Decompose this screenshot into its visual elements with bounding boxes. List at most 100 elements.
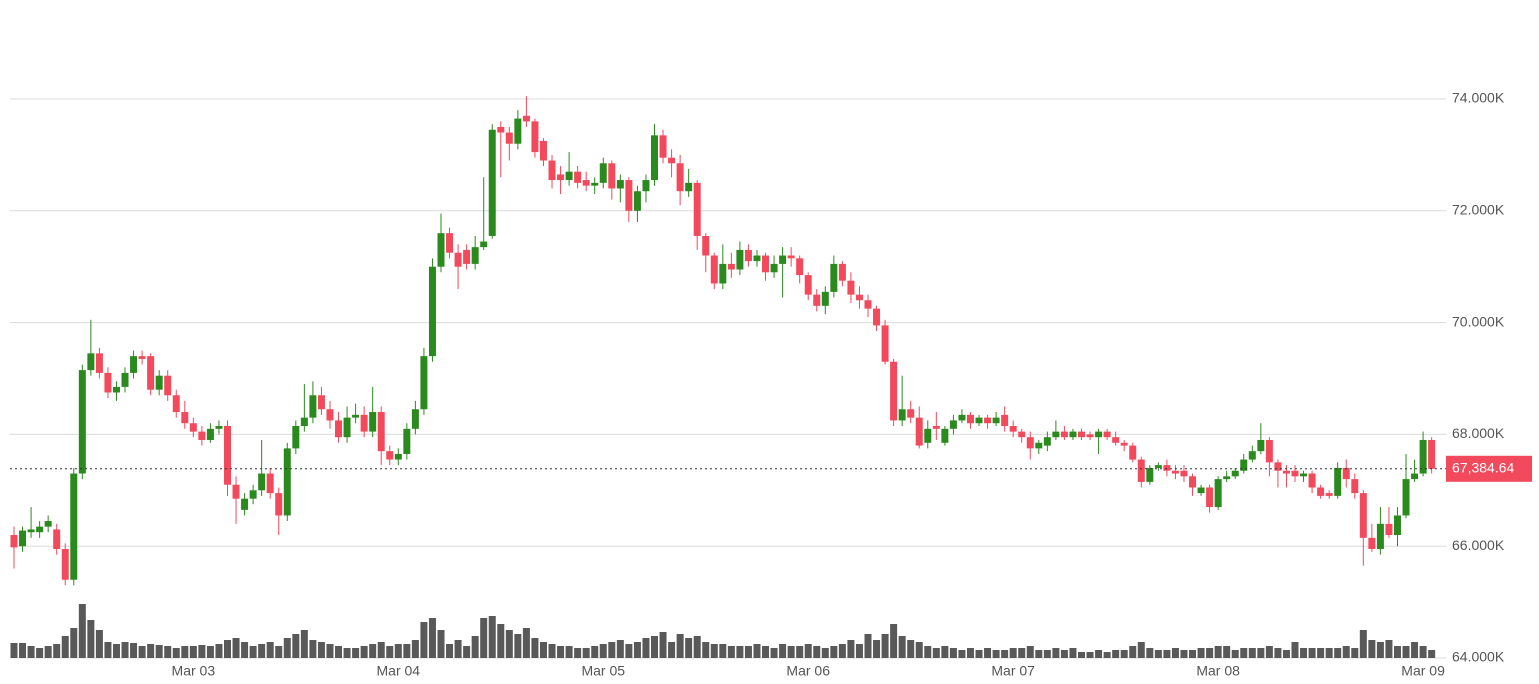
candle-body	[10, 535, 18, 548]
volume-bar	[616, 640, 624, 658]
volume-bar	[651, 636, 658, 658]
volume-bar	[719, 644, 727, 658]
volume-bar	[633, 642, 641, 658]
volume-bar	[454, 640, 462, 658]
candle-body	[1052, 431, 1060, 438]
candle-body	[1171, 470, 1179, 474]
candle-body	[898, 409, 906, 421]
volume-bar	[206, 646, 214, 658]
candle-body	[300, 417, 308, 427]
candle-body	[591, 182, 599, 186]
candle-body	[821, 291, 829, 306]
candle-body	[112, 386, 120, 393]
candle-body	[779, 255, 787, 264]
volume-bar	[1120, 650, 1128, 658]
volume-bar	[19, 643, 27, 658]
volume-bar	[369, 644, 377, 658]
candle-body	[369, 412, 377, 432]
candle-body	[155, 375, 163, 390]
volume-bar	[744, 646, 752, 658]
candle-body	[403, 428, 411, 454]
candle-body	[651, 135, 658, 181]
candle-body	[710, 255, 718, 284]
candle-body	[1189, 476, 1197, 488]
volume-bar	[505, 630, 513, 658]
volume-bar	[266, 642, 274, 658]
volume-bar	[258, 644, 266, 658]
volume-bar	[428, 618, 436, 658]
volume-bar	[70, 628, 78, 658]
volume-bar	[1376, 642, 1384, 658]
candle-body	[548, 160, 556, 181]
candle-body	[599, 163, 607, 183]
volume-bar	[693, 636, 701, 658]
volume-bar	[104, 642, 112, 658]
candle-body	[266, 473, 274, 494]
volume-bar	[548, 644, 556, 658]
volume-bar	[164, 646, 172, 658]
volume-bar	[1206, 648, 1214, 658]
candle-body	[915, 417, 923, 446]
candle-body	[616, 180, 624, 189]
volume-bar	[855, 644, 863, 658]
volume-bar	[565, 646, 573, 658]
volume-bar	[1291, 642, 1299, 658]
volume-bar	[1137, 642, 1145, 658]
candle-body	[1026, 437, 1034, 449]
volume-bar	[676, 634, 684, 658]
x-tick-label: Mar 04	[377, 663, 421, 679]
candle-body	[932, 426, 940, 429]
volume-bar	[411, 640, 419, 658]
volume-bar	[420, 622, 428, 658]
candle-body	[838, 263, 846, 281]
candle-body	[215, 426, 223, 429]
candle-body	[147, 356, 155, 390]
volume-bar	[1248, 648, 1256, 658]
volume-bar	[1274, 648, 1282, 658]
candle-body	[1086, 434, 1094, 438]
candle-body	[309, 395, 317, 418]
candle-body	[480, 241, 488, 248]
volume-bar	[984, 648, 992, 658]
candle-body	[608, 163, 616, 189]
volume-bar	[668, 642, 676, 658]
volume-bar	[309, 640, 317, 658]
volume-bar	[804, 644, 812, 658]
volume-bar	[890, 624, 898, 658]
volume-bar	[317, 642, 325, 658]
volume-bar	[1043, 650, 1051, 658]
candle-body	[386, 451, 394, 460]
volume-bar	[796, 646, 804, 658]
candle-body	[1060, 431, 1068, 438]
volume-bar	[710, 644, 718, 658]
candle-body	[53, 529, 61, 549]
candle-body	[87, 353, 95, 371]
candle-body	[44, 521, 52, 527]
candle-body	[1265, 439, 1273, 463]
candle-body	[1274, 462, 1282, 471]
volume-bar	[1018, 648, 1026, 658]
candle-body	[1428, 439, 1436, 469]
candle-body	[659, 135, 667, 158]
candle-body	[283, 448, 291, 516]
candle-body	[1368, 537, 1376, 549]
candle-body	[992, 417, 1000, 424]
candle-body	[1163, 465, 1171, 471]
candle-body	[198, 431, 206, 440]
candle-body	[762, 255, 770, 273]
volume-bar	[61, 636, 69, 658]
volume-bar	[1171, 648, 1179, 658]
y-tick-label: 72.000K	[1452, 202, 1505, 218]
candle-body	[727, 263, 735, 270]
volume-bar	[1402, 646, 1410, 658]
last-price-box	[1446, 455, 1532, 482]
volume-bar	[753, 644, 761, 658]
candle-body	[514, 118, 522, 144]
volume-bar	[949, 648, 957, 658]
volume-bar	[1411, 642, 1419, 658]
volume-bar	[292, 634, 300, 658]
volume-bar	[736, 646, 744, 658]
candle-body	[830, 263, 838, 292]
candle-body	[770, 263, 778, 273]
candle-body	[19, 530, 27, 547]
